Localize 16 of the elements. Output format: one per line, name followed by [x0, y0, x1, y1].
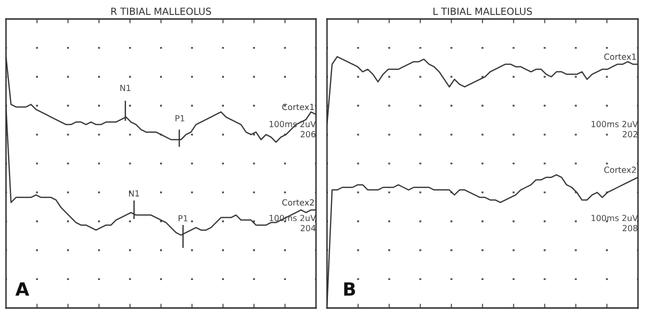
series-label: Cortex2	[604, 166, 636, 173]
series-label: Cortex1	[604, 54, 636, 60]
annotation: A	[15, 282, 30, 296]
annotation: 202	[622, 131, 638, 138]
annotation: 204	[300, 224, 316, 232]
chart-title: R TIBIAL MALLEOLUS	[111, 8, 212, 15]
annotation: 206	[300, 131, 316, 138]
annotation: P1	[178, 215, 188, 222]
annotation: 208	[622, 224, 638, 232]
annotation: B	[344, 282, 356, 296]
chart-title: L TIBIAL MALLEOLUS	[434, 8, 532, 15]
annotation: N1	[120, 84, 130, 91]
annotation: N1	[129, 190, 140, 196]
series-label: Cortex1	[282, 104, 314, 110]
annotation: P1	[176, 115, 184, 122]
series-label: Cortex2	[282, 199, 314, 206]
